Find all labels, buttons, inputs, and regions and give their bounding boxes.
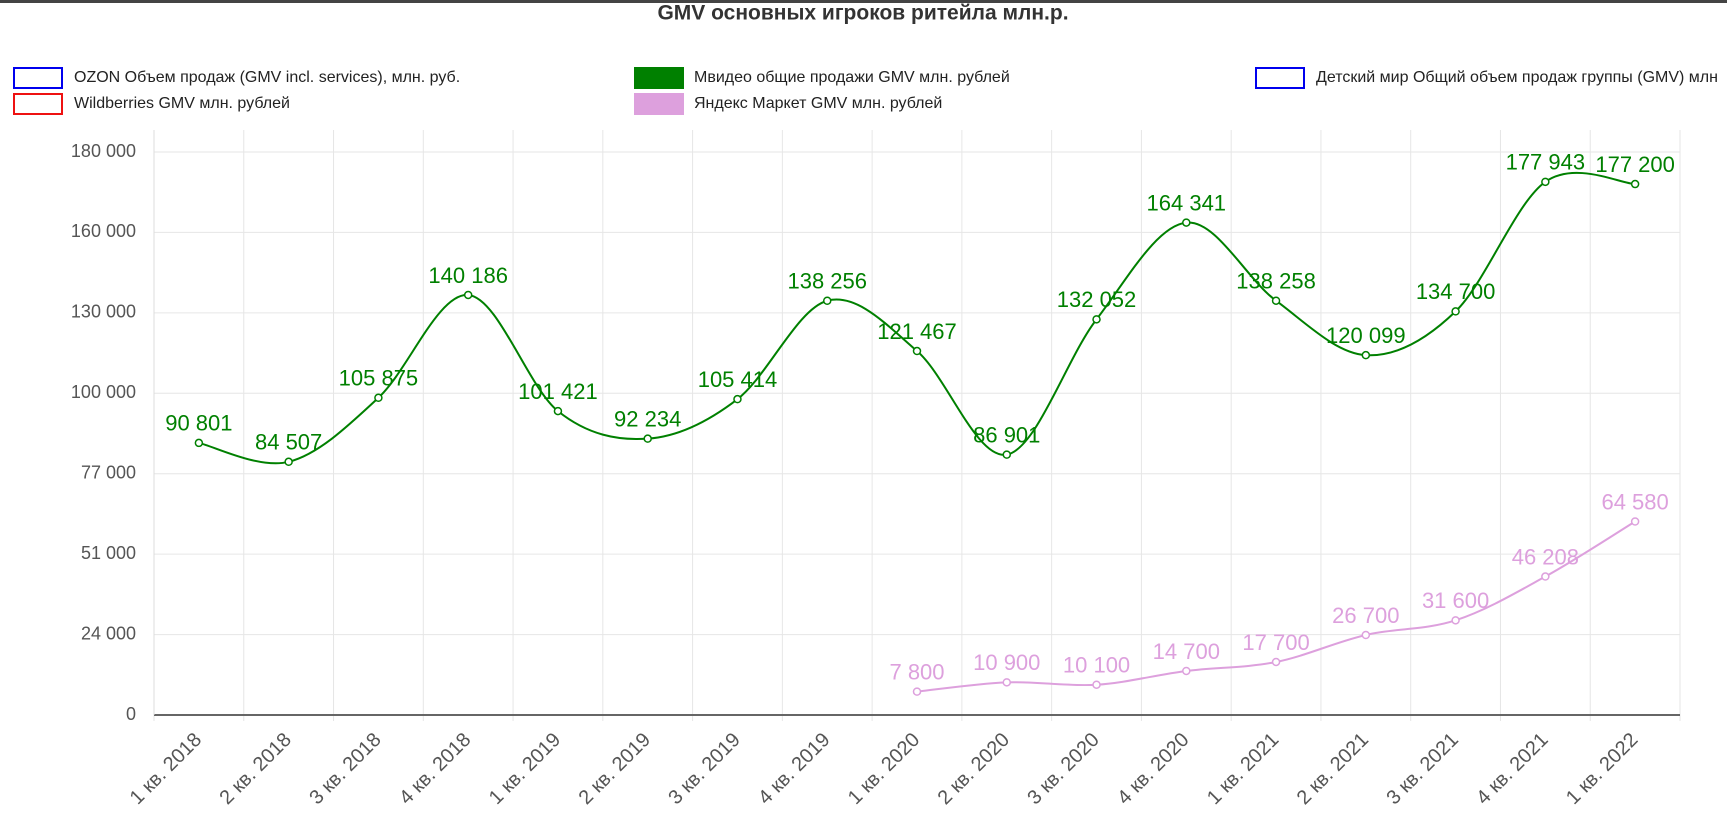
x-tick-label: 4 кв. 2019	[754, 729, 834, 809]
data-label: 31 600	[1422, 588, 1489, 613]
x-tick-label: 1 кв. 2020	[844, 729, 924, 809]
data-label: 121 467	[877, 319, 957, 344]
data-label: 101 421	[518, 379, 598, 404]
legend-swatch	[1255, 67, 1305, 89]
data-point	[1541, 177, 1550, 187]
legend-swatch	[13, 93, 63, 115]
data-label: 177 200	[1595, 152, 1675, 177]
data-point	[1630, 179, 1640, 189]
data-point	[1271, 296, 1281, 305]
data-point	[1361, 630, 1371, 640]
data-point	[822, 296, 832, 305]
x-tick-label: 2 кв. 2021	[1293, 729, 1373, 809]
data-point	[912, 346, 922, 356]
data-point	[1002, 678, 1012, 687]
y-tick-label: 77 000	[81, 462, 136, 482]
x-tick-label: 2 кв. 2019	[575, 729, 655, 809]
x-tick-label: 3 кв. 2020	[1023, 729, 1103, 809]
data-point	[643, 434, 652, 443]
legend-label: Мвидео общие продажи GMV млн. рублей	[694, 69, 1010, 86]
x-tick-label: 1 кв. 2021	[1203, 729, 1283, 809]
data-label: 86 901	[973, 422, 1040, 447]
x-tick-label: 3 кв. 2021	[1382, 729, 1462, 809]
x-tick-label: 4 кв. 2021	[1472, 729, 1552, 809]
legend-label: Wildberries GMV млн. рублей	[74, 95, 290, 112]
data-point	[1361, 350, 1371, 360]
chart-title: GMV основных игроков ритейла млн.р.	[657, 2, 1068, 25]
data-point	[1451, 616, 1460, 625]
data-point	[1451, 307, 1460, 316]
x-tick-label: 2 кв. 2020	[934, 729, 1014, 809]
data-point	[284, 457, 293, 467]
data-label: 105 414	[698, 367, 778, 392]
series-line	[198, 171, 1636, 465]
y-tick-label: 130 000	[71, 302, 136, 322]
y-tick-label: 160 000	[71, 221, 136, 241]
data-point	[1630, 517, 1640, 526]
x-tick-label: 3 кв. 2019	[664, 729, 744, 809]
data-point	[194, 438, 204, 448]
y-tick-label: 100 000	[71, 382, 136, 402]
data-label: 84 507	[255, 430, 322, 455]
data-label: 120 099	[1326, 323, 1406, 348]
data-label: 105 875	[339, 366, 419, 391]
legend-swatch	[13, 67, 63, 89]
data-point	[553, 406, 563, 416]
data-label: 92 234	[614, 406, 681, 431]
legend-label: Детский мир Общий объем продаж группы (G…	[1316, 69, 1718, 86]
data-point	[912, 687, 922, 696]
x-tick-label: 2 кв. 2018	[216, 729, 296, 809]
data-point	[1092, 315, 1101, 324]
data-label: 14 700	[1153, 639, 1220, 664]
data-label: 10 900	[973, 650, 1040, 675]
data-label: 46 208	[1512, 544, 1579, 569]
data-label: 17 700	[1242, 630, 1309, 655]
data-label: 177 943	[1506, 150, 1586, 175]
data-label: 26 700	[1332, 603, 1399, 628]
legend-label: Яндекс Маркет GMV млн. рублей	[694, 95, 942, 112]
x-tick-label: 1 кв. 2018	[126, 729, 206, 809]
data-point	[463, 290, 473, 300]
x-tick-label: 4 кв. 2020	[1113, 729, 1193, 809]
x-tick-label: 4 кв. 2018	[395, 729, 475, 809]
data-point	[1541, 572, 1550, 581]
data-label: 64 580	[1601, 489, 1668, 514]
legend-swatch	[634, 93, 684, 115]
data-label: 7 800	[889, 659, 944, 684]
data-point	[733, 394, 742, 404]
data-point	[1002, 450, 1012, 459]
x-tick-label: 1 кв. 2022	[1562, 729, 1642, 809]
y-tick-label: 51 000	[81, 543, 136, 563]
data-label: 10 100	[1063, 653, 1130, 678]
data-label: 138 258	[1236, 269, 1316, 294]
data-label: 134 700	[1416, 279, 1496, 304]
legend-label: OZON Объем продаж (GMV incl. services), …	[74, 69, 460, 86]
data-label: 90 801	[165, 411, 232, 436]
data-label: 164 341	[1147, 190, 1227, 215]
data-point	[374, 393, 383, 403]
data-point	[1182, 218, 1191, 227]
data-point	[1092, 680, 1101, 689]
data-label: 140 186	[428, 263, 508, 288]
y-tick-label: 180 000	[71, 141, 136, 161]
x-tick-label: 1 кв. 2019	[485, 729, 565, 809]
data-label: 132 052	[1057, 287, 1137, 312]
y-tick-label: 0	[126, 704, 136, 724]
legend-swatch	[634, 67, 684, 89]
data-point	[1271, 657, 1281, 667]
data-label: 138 256	[787, 269, 867, 294]
data-point	[1182, 666, 1191, 676]
top-border	[0, 0, 1727, 3]
y-tick-label: 24 000	[81, 623, 136, 643]
x-tick-label: 3 кв. 2018	[305, 729, 385, 809]
